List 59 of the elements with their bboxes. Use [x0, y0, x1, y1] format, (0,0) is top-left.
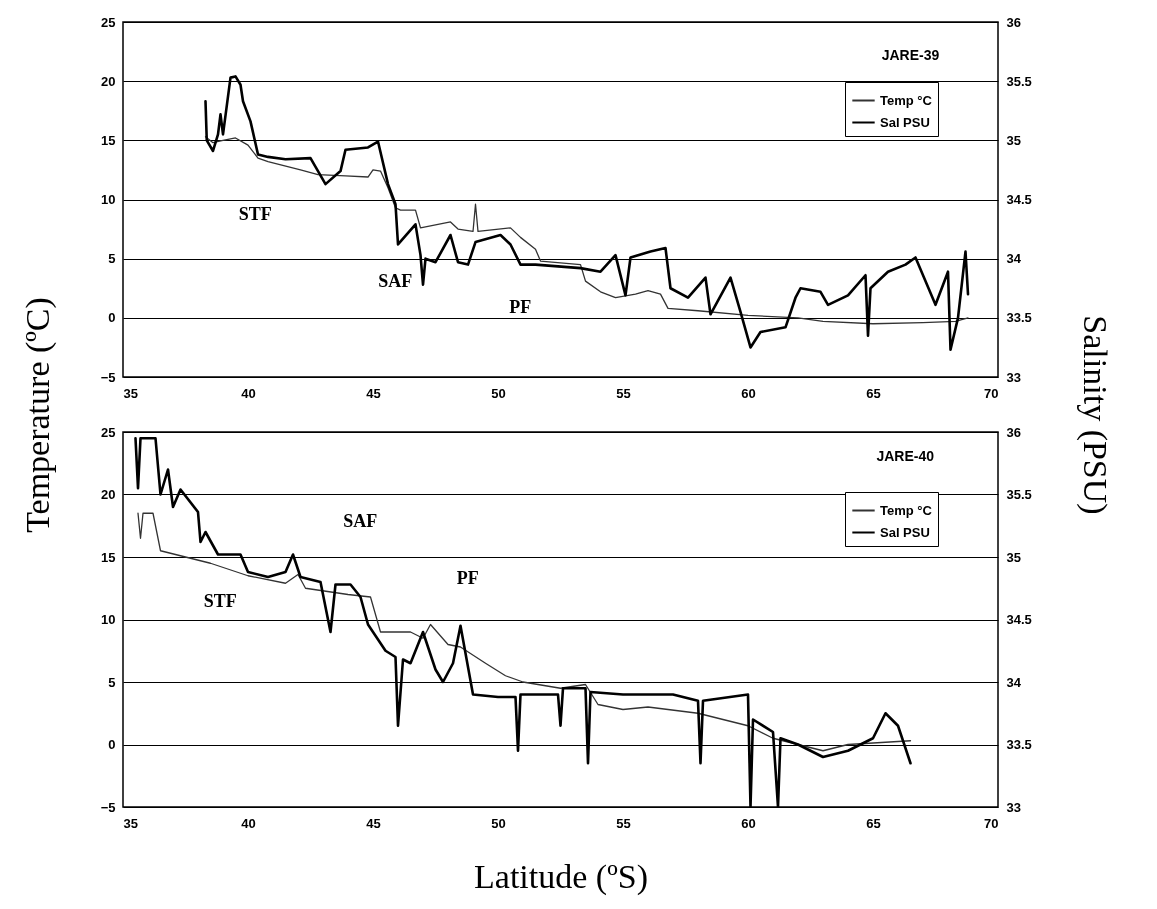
y2-tick-label: 36 [1006, 14, 1021, 30]
x-tick-label: 45 [366, 385, 381, 401]
y-tick-label: 25 [101, 14, 116, 30]
x-tick-label: 50 [491, 815, 506, 831]
x-tick-label: 50 [491, 385, 506, 401]
y-tick-label: −5 [100, 799, 116, 815]
y2-tick-label: 34.5 [1006, 612, 1032, 627]
y-tick-label: 0 [108, 310, 116, 326]
annotation: JARE-40 [876, 448, 935, 465]
x-tick-label: 65 [866, 815, 881, 831]
y-tick-label: 25 [101, 424, 116, 440]
y-tick-label: 20 [101, 73, 116, 89]
y2-tick-label: 34.5 [1006, 192, 1032, 207]
x-tick-label: 35 [123, 815, 138, 831]
y-tick-label: 20 [101, 487, 116, 502]
x-tick-label: 40 [241, 815, 256, 831]
x-tick-label: 60 [741, 815, 756, 831]
y2-tick-label: 35 [1006, 132, 1021, 148]
y2-tick-label: 33 [1006, 799, 1021, 815]
y-axis-title: Temperature (ºC) [18, 297, 57, 533]
x-tick-label: 55 [616, 815, 631, 831]
y2-tick-label: 34 [1006, 674, 1022, 690]
y-tick-label: 10 [101, 192, 116, 207]
y2-tick-label: 33.5 [1006, 310, 1032, 326]
x-axis-title: Latitude (ºS) [474, 857, 648, 896]
annotation: PF [456, 568, 479, 589]
annotation: STF [203, 590, 237, 611]
x-tick-label: 45 [366, 815, 381, 831]
legend-label: Sal PSU [880, 524, 930, 540]
y2-tick-label: 36 [1006, 424, 1021, 440]
annotation: PF [509, 296, 532, 317]
x-tick-label: 70 [984, 385, 999, 401]
annotation: JARE-39 [881, 47, 940, 64]
y2-tick-label: 35.5 [1006, 73, 1032, 89]
legend-label: Temp °C [880, 502, 933, 518]
legend-label: Temp °C [880, 92, 933, 108]
y-tick-label: 5 [108, 251, 116, 267]
y2-tick-label: 33 [1006, 369, 1021, 385]
y-tick-label: 15 [101, 132, 116, 148]
annotation: SAF [343, 511, 378, 531]
annotation: SAF [378, 271, 413, 292]
x-tick-label: 40 [241, 385, 256, 401]
y2-tick-label: 35 [1006, 549, 1021, 565]
x-tick-label: 65 [866, 385, 881, 401]
y2-tick-label: 34 [1006, 251, 1022, 267]
y-tick-label: −5 [100, 369, 116, 385]
y2-axis-title: Salinity (PSU) [1075, 315, 1114, 515]
legend-label: Sal PSU [880, 114, 930, 130]
x-tick-label: 60 [741, 385, 756, 401]
x-tick-label: 35 [123, 385, 138, 401]
y2-tick-label: 35.5 [1006, 487, 1032, 502]
y2-tick-label: 33.5 [1006, 737, 1032, 752]
y-tick-label: 0 [108, 737, 116, 752]
y-tick-label: 5 [108, 674, 116, 690]
y-tick-label: 10 [101, 612, 116, 627]
x-tick-label: 70 [984, 815, 999, 831]
y-tick-label: 15 [101, 549, 116, 565]
annotation: STF [238, 203, 272, 224]
x-tick-label: 55 [616, 385, 631, 401]
